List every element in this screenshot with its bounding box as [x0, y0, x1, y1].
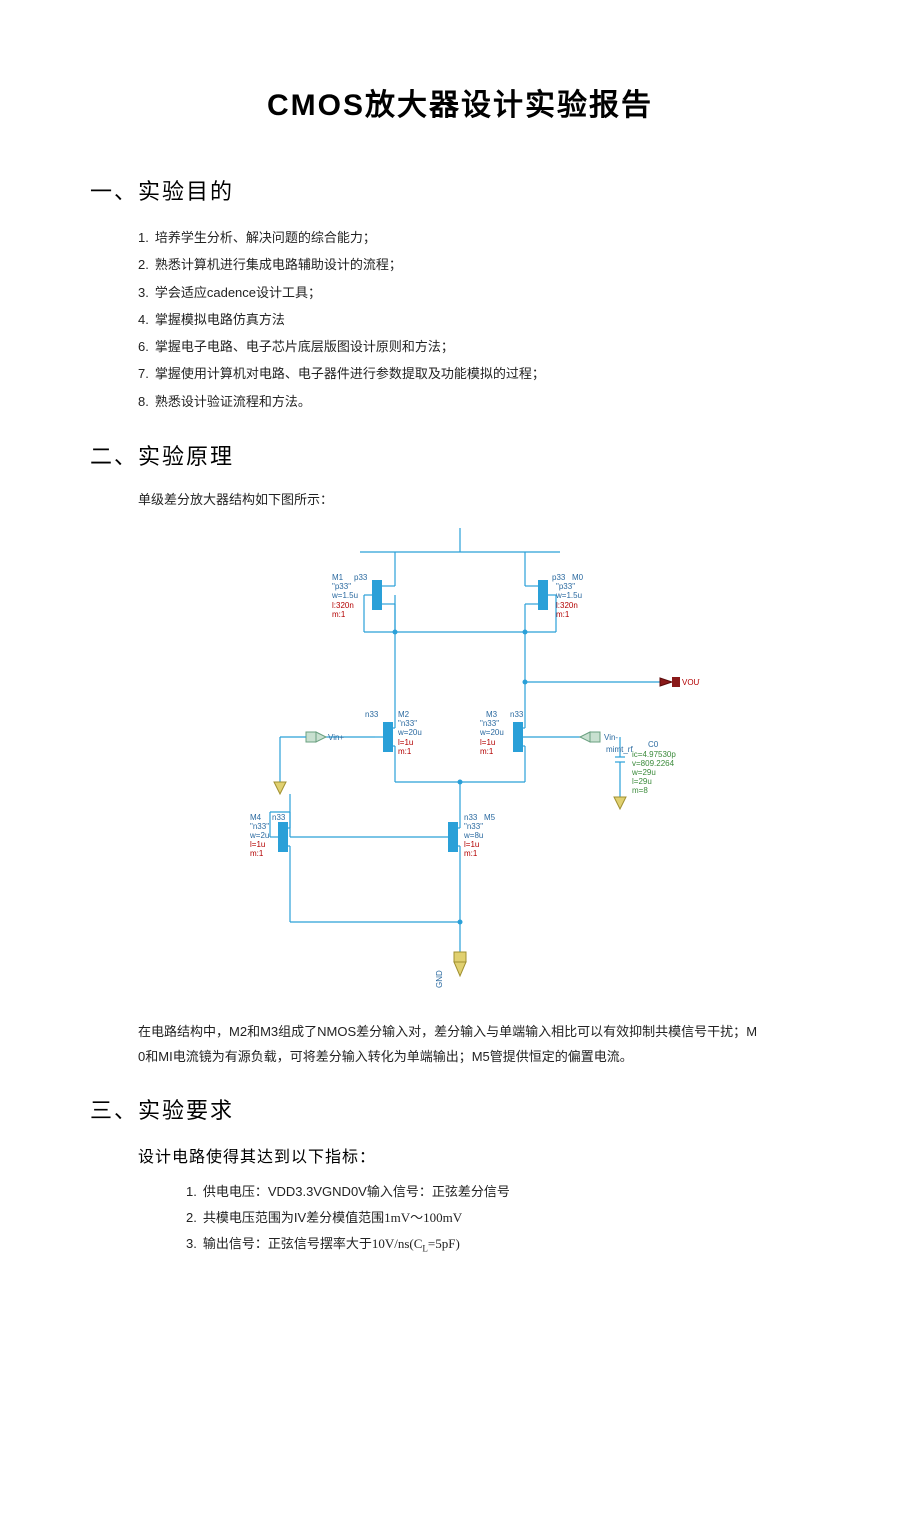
svg-text:p33: p33 [354, 573, 368, 582]
svg-text:GND: GND [435, 970, 444, 988]
svg-text:"n33": "n33" [398, 719, 417, 728]
svg-text:ic=4.97530p: ic=4.97530p [632, 750, 676, 759]
section-3-heading: 三、实验要求 [90, 1093, 830, 1125]
vin-minus-port: Vin- [545, 732, 618, 742]
svg-text:w=8u: w=8u [463, 831, 483, 840]
svg-text:mimt_rf: mimt_rf [606, 745, 633, 754]
svg-text:M4: M4 [250, 813, 262, 822]
requirements-intro: 设计电路使得其达到以下指标： [90, 1143, 830, 1167]
svg-text:M5: M5 [484, 813, 496, 822]
capacitor-c0: mimt_rf C0 ic=4.97530p v=809.2264 w=29u … [606, 737, 676, 809]
purpose-list: 1.培养学生分析、解决问题的综合能力； 2.熟悉计算机进行集成电路辅助设计的流程… [90, 224, 830, 415]
svg-text:"p33": "p33" [332, 582, 351, 591]
svg-text:m:1: m:1 [464, 849, 478, 858]
transistor-m3: M3 n33 "n33" w=20u l=1u m:1 [479, 710, 545, 782]
svg-text:n33: n33 [272, 813, 286, 822]
svg-text:m=8: m=8 [632, 786, 648, 795]
transistor-m0: p33 M0 "p33" w=1.5u l:320n m:1 [525, 552, 584, 632]
svg-text:w=20u: w=20u [397, 728, 422, 737]
transistor-m1: M1 p33 "p33" w=1.5u l:320n m:1 [331, 552, 395, 632]
svg-text:w=20u: w=20u [479, 728, 504, 737]
transistor-m2: n33 M2 "n33" w=20u l=1u m:1 [365, 710, 422, 782]
svg-text:l=29u: l=29u [632, 777, 652, 786]
svg-text:M0: M0 [572, 573, 584, 582]
svg-text:l:320n: l:320n [556, 601, 578, 610]
gnd-port: GND [435, 952, 466, 988]
svg-text:M1: M1 [332, 573, 344, 582]
svg-text:m:1: m:1 [332, 610, 346, 619]
vin-plus-port: Vin+ [274, 732, 375, 794]
svg-text:Vin-: Vin- [604, 733, 618, 742]
svg-text:l:320n: l:320n [332, 601, 354, 610]
requirements-list: 1.供电电压：VDD3.3VGND0V输入信号：正弦差分信号 2.共模电压范围为… [90, 1179, 830, 1258]
principle-paragraph: 在电路结构中，M2和M3组成了NMOS差分输入对，差分输入与单端输入相比可以有效… [90, 1020, 830, 1069]
circuit-diagram: M1 p33 "p33" w=1.5u l:320n m:1 p33 M0 "p… [220, 522, 700, 1002]
svg-text:w=1.5u: w=1.5u [555, 591, 582, 600]
svg-text:m:1: m:1 [398, 747, 412, 756]
svg-text:Vin+: Vin+ [328, 733, 344, 742]
page-title: CMOS放大器设计实验报告 [90, 80, 830, 124]
svg-text:m:1: m:1 [480, 747, 494, 756]
svg-text:M2: M2 [398, 710, 410, 719]
svg-text:C0: C0 [648, 740, 659, 749]
svg-text:w=1.5u: w=1.5u [331, 591, 358, 600]
svg-text:l=1u: l=1u [480, 738, 495, 747]
svg-text:n33: n33 [464, 813, 478, 822]
transistor-m5: n33 M5 "n33" w=8u l=1u m:1 [420, 813, 496, 922]
svg-text:"p33": "p33" [556, 582, 575, 591]
svg-text:n33: n33 [365, 710, 379, 719]
svg-text:p33: p33 [552, 573, 566, 582]
svg-text:l=1u: l=1u [464, 840, 479, 849]
svg-text:v=809.2264: v=809.2264 [632, 759, 675, 768]
svg-text:m:1: m:1 [250, 849, 264, 858]
svg-text:"n33": "n33" [250, 822, 269, 831]
svg-text:VOUT: VOUT [682, 678, 700, 687]
section-2-heading: 二、实验原理 [90, 439, 830, 471]
svg-text:w=2u: w=2u [249, 831, 269, 840]
svg-text:M3: M3 [486, 710, 498, 719]
svg-text:m:1: m:1 [556, 610, 570, 619]
svg-text:n33: n33 [510, 710, 524, 719]
svg-text:w=29u: w=29u [631, 768, 656, 777]
principle-intro: 单级差分放大器结构如下图所示： [90, 489, 830, 508]
svg-text:"n33": "n33" [480, 719, 499, 728]
svg-text:l=1u: l=1u [250, 840, 265, 849]
transistor-m4: M4 n33 "n33" w=2u l=1u m:1 [249, 812, 290, 922]
svg-text:"n33": "n33" [464, 822, 483, 831]
svg-text:l=1u: l=1u [398, 738, 413, 747]
section-1-heading: 一、实验目的 [90, 174, 830, 206]
